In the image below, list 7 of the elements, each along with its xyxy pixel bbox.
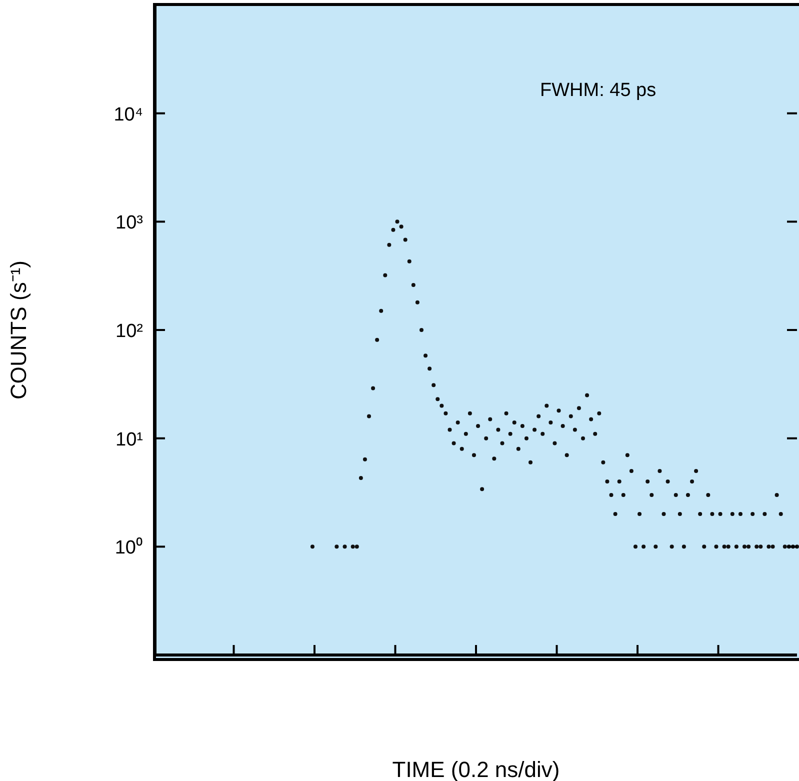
- y-tick-label: 10¹: [116, 429, 143, 450]
- y-tick-label: 10³: [116, 212, 143, 234]
- y-tick-label: 10²: [116, 321, 143, 342]
- y-tick-label: 10⁰: [114, 536, 143, 559]
- annotation: FWHM: 45 ps: [540, 80, 656, 102]
- y-tick-label: 10⁴: [114, 104, 143, 126]
- y-axis-title: COUNTS (s⁻¹): [6, 260, 31, 400]
